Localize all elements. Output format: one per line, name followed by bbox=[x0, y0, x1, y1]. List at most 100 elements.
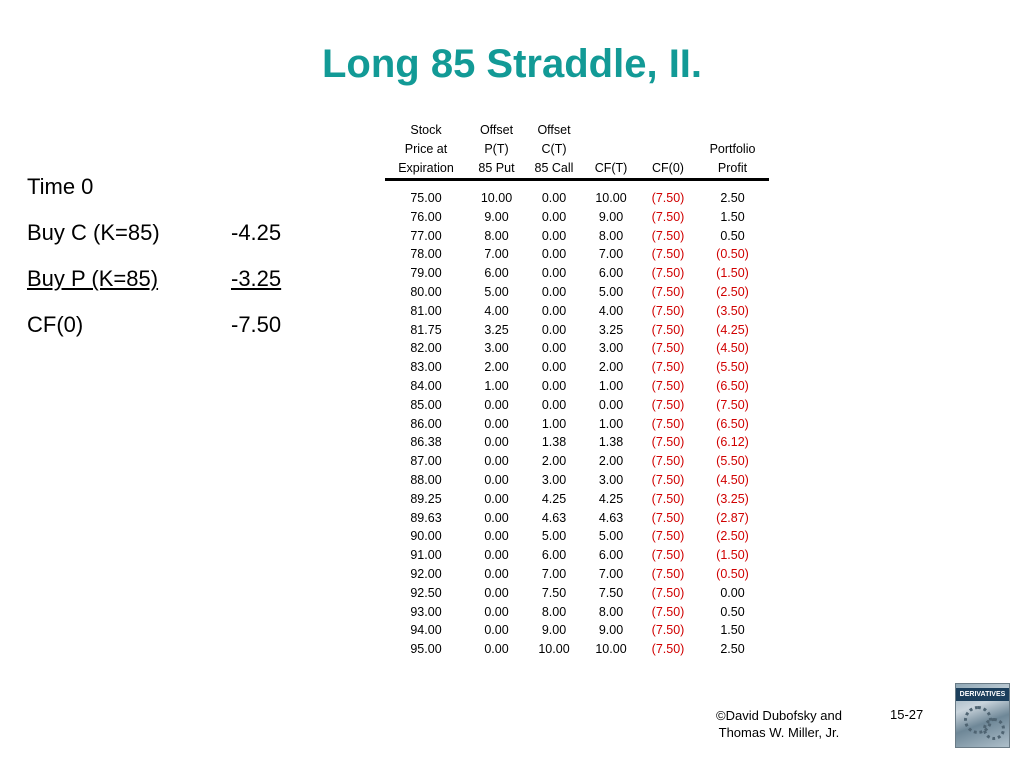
table-cell: 93.00 bbox=[410, 604, 442, 619]
table-cell: (3.25) bbox=[716, 491, 749, 506]
table-cell: 0.50 bbox=[720, 228, 745, 243]
table-cell: 1.50 bbox=[720, 209, 745, 224]
table-cell: (7.50) bbox=[651, 360, 685, 375]
table-cell: 92.50 bbox=[410, 585, 442, 600]
table-cell: (6.12) bbox=[716, 435, 749, 450]
table-cell: 76.00 bbox=[410, 209, 442, 224]
column-header bbox=[640, 121, 696, 140]
table-cell: 0.00 bbox=[541, 360, 567, 375]
table-cell: 0.00 bbox=[484, 642, 509, 657]
table-cell: (6.50) bbox=[716, 416, 749, 431]
table-cell: 79.00 bbox=[410, 266, 442, 281]
table-cell: 0.00 bbox=[484, 585, 509, 600]
table-header: Stock Offset Offset Price at P(T) C(T) Portfol… bbox=[385, 121, 769, 181]
table-cell: (2.50) bbox=[716, 284, 749, 299]
table-cell: 0.00 bbox=[484, 566, 509, 581]
table-row: 90.00 0.00 5.00 5.00 (7.50) (2.50) bbox=[385, 527, 769, 546]
column-header bbox=[696, 121, 769, 140]
buy-put-label: Buy P (K=85) bbox=[27, 266, 159, 291]
cf0-row: CF(0) -7.50 bbox=[27, 312, 317, 358]
table-cell: 6.00 bbox=[598, 548, 624, 563]
table-cell: (7.50) bbox=[651, 266, 685, 281]
table-row: 94.00 0.00 9.00 9.00 (7.50) 1.50 bbox=[385, 621, 769, 640]
copyright-line-2: Thomas W. Miller, Jr. bbox=[718, 725, 840, 740]
table-cell: (0.50) bbox=[716, 247, 749, 262]
table-cell: 1.50 bbox=[720, 623, 745, 638]
table-cell: 0.00 bbox=[541, 378, 567, 393]
column-header: 85 Put bbox=[467, 159, 526, 181]
table-cell: 0.00 bbox=[484, 510, 509, 525]
table-cell: (7.50) bbox=[651, 529, 685, 544]
table-row: 78.00 7.00 0.00 7.00 (7.50) (0.50) bbox=[385, 245, 769, 264]
table-cell: 77.00 bbox=[410, 228, 442, 243]
table-cell: 0.00 bbox=[541, 303, 567, 318]
table-cell: (7.50) bbox=[651, 548, 685, 563]
column-header: Profit bbox=[696, 159, 769, 181]
table-cell: 7.50 bbox=[541, 585, 567, 600]
table-cell: 8.00 bbox=[541, 604, 567, 619]
table-cell: 1.00 bbox=[541, 416, 567, 431]
table-cell: 9.00 bbox=[541, 623, 567, 638]
buy-call-label: Buy C (K=85) bbox=[27, 220, 160, 245]
table-row: 95.00 0.00 10.00 10.00 (7.50) 2.50 bbox=[385, 640, 769, 659]
table-cell: (7.50) bbox=[651, 510, 685, 525]
table-cell: 87.00 bbox=[410, 454, 442, 469]
column-header: CF(T) bbox=[582, 159, 640, 181]
table-cell: (1.50) bbox=[716, 266, 749, 281]
table-cell: 3.25 bbox=[598, 322, 624, 337]
table-cell: 0.00 bbox=[484, 529, 509, 544]
column-header: Offset bbox=[537, 123, 571, 137]
table-cell: 2.00 bbox=[598, 454, 624, 469]
table-cell: 1.00 bbox=[484, 378, 509, 393]
time-zero-label: Time 0 bbox=[27, 174, 94, 199]
table-cell: 1.38 bbox=[598, 435, 624, 450]
table-cell: 4.00 bbox=[598, 303, 624, 318]
table-cell: 4.63 bbox=[598, 510, 624, 525]
column-header: Portfolio bbox=[709, 142, 756, 156]
table-cell: (7.50) bbox=[651, 228, 685, 243]
table-cell: 9.00 bbox=[484, 209, 509, 224]
table-row: 86.38 0.00 1.38 1.38 (7.50) (6.12) bbox=[385, 433, 769, 452]
buy-call-row: Buy C (K=85) -4.25 bbox=[27, 220, 317, 266]
table-cell: 95.00 bbox=[410, 642, 442, 657]
table-cell: 0.00 bbox=[541, 266, 567, 281]
table-cell: (4.25) bbox=[716, 322, 749, 337]
table-row: 91.00 0.00 6.00 6.00 (7.50) (1.50) bbox=[385, 546, 769, 565]
table-cell: 7.00 bbox=[598, 566, 624, 581]
table-cell: 2.00 bbox=[598, 360, 624, 375]
table-cell: 4.25 bbox=[541, 491, 567, 506]
page-title: Long 85 Straddle, II. bbox=[321, 42, 703, 86]
table-cell: (7.50) bbox=[651, 642, 685, 657]
column-header: Expiration bbox=[385, 159, 467, 181]
buy-put-row: Buy P (K=85) -3.25 bbox=[27, 266, 317, 312]
table-cell: 80.00 bbox=[410, 284, 442, 299]
table-cell: 1.00 bbox=[598, 416, 624, 431]
column-header: Stock bbox=[410, 123, 442, 137]
table-row: 81.75 3.25 0.00 3.25 (7.50) (4.25) bbox=[385, 321, 769, 340]
column-header bbox=[640, 140, 696, 159]
table-row: 89.63 0.00 4.63 4.63 (7.50) (2.87) bbox=[385, 509, 769, 528]
cash-flow-summary: Time 0 Buy C (K=85) -4.25 Buy P (K=85) -… bbox=[27, 174, 317, 358]
table-cell: 85.00 bbox=[410, 397, 442, 412]
table-cell: 5.00 bbox=[541, 529, 567, 544]
table-cell: 10.00 bbox=[480, 191, 513, 205]
table-cell: (4.50) bbox=[716, 472, 749, 487]
table-cell: (0.50) bbox=[716, 566, 749, 581]
table-cell: 0.00 bbox=[541, 247, 567, 262]
table-cell: 0.00 bbox=[541, 228, 567, 243]
table-cell: 81.00 bbox=[410, 303, 442, 318]
table-cell: 6.00 bbox=[484, 266, 509, 281]
column-header: CF(0) bbox=[640, 159, 696, 181]
copyright-footer: ©David Dubofsky and Thomas W. Miller, Jr… bbox=[716, 707, 842, 741]
table-cell: 7.00 bbox=[541, 566, 567, 581]
table-cell: 0.00 bbox=[484, 548, 509, 563]
table-cell: (7.50) bbox=[651, 472, 685, 487]
table-cell: (7.50) bbox=[651, 341, 685, 356]
table-cell: (7.50) bbox=[651, 566, 685, 581]
table-cell: 4.25 bbox=[598, 491, 624, 506]
table-body: 75.00 10.00 0.00 10.00 (7.50) 2.50 76.00 9.00 0.… bbox=[385, 180, 769, 659]
table-cell: (7.50) bbox=[651, 491, 685, 506]
table-row: 75.00 10.00 0.00 10.00 (7.50) 2.50 bbox=[385, 180, 769, 208]
column-header: 85 Call bbox=[526, 159, 582, 181]
table-cell: 8.00 bbox=[598, 604, 624, 619]
